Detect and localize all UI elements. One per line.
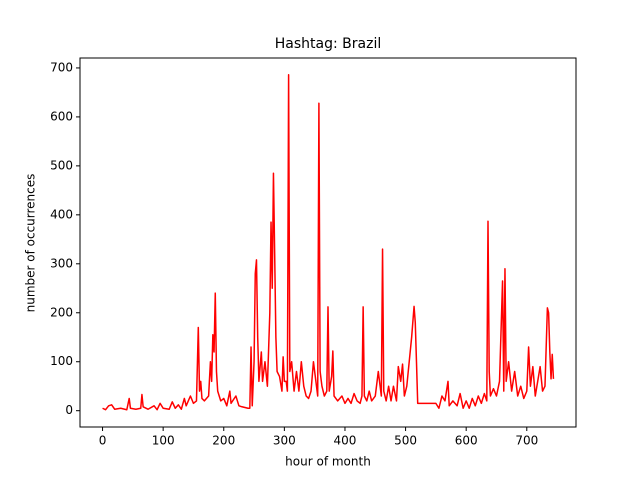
y-tick-label: 0 xyxy=(65,403,73,417)
x-tick-label: 200 xyxy=(212,434,235,448)
y-tick-label: 100 xyxy=(50,354,73,368)
x-tick-label: 100 xyxy=(152,434,175,448)
x-tick-label: 700 xyxy=(515,434,538,448)
y-tick-label: 300 xyxy=(50,256,73,270)
y-axis-label: number of occurrences xyxy=(24,174,38,313)
x-tick-label: 0 xyxy=(99,434,107,448)
data-line xyxy=(102,74,555,411)
plot-frame xyxy=(79,57,577,428)
x-tick-label: 600 xyxy=(455,434,478,448)
x-axis-label: hour of month xyxy=(285,455,371,469)
y-tick-label: 400 xyxy=(50,207,73,221)
y-tick-label: 200 xyxy=(50,305,73,319)
x-tick-label: 400 xyxy=(334,434,357,448)
y-tick-label: 700 xyxy=(50,60,73,74)
y-tick-label: 500 xyxy=(50,158,73,172)
x-tick-label: 300 xyxy=(273,434,296,448)
x-tick-label: 500 xyxy=(394,434,417,448)
chart-title: Hashtag: Brazil xyxy=(275,36,381,52)
y-tick-label: 600 xyxy=(50,109,73,123)
